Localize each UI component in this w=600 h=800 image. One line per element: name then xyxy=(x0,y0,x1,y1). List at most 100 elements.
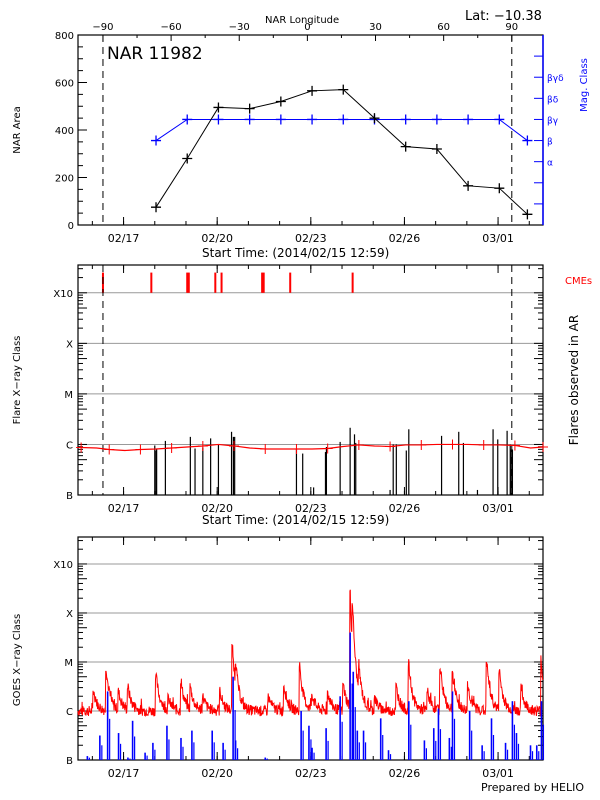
x-tick-label: 02/20 xyxy=(201,502,233,515)
top-tick-label: −30 xyxy=(229,22,250,33)
y-tick-label: B xyxy=(66,491,73,502)
cme-label: CMEs xyxy=(565,276,592,287)
x-tick-label: 02/26 xyxy=(389,232,421,245)
y-tick-label: X xyxy=(66,609,73,620)
nar-area-point xyxy=(244,103,255,114)
nar-area-panel: NAR 11982 Lat: −10.38 NAR Longitude NAR … xyxy=(12,9,590,260)
mag-class-point xyxy=(494,114,505,125)
longitude-axis-label: NAR Longitude xyxy=(265,15,339,26)
mag-class-line xyxy=(155,118,528,141)
x-tick-label: 03/01 xyxy=(482,767,514,780)
x-tick-label: 03/01 xyxy=(482,232,514,245)
y-tick-label: B xyxy=(66,756,73,767)
nar-area-point xyxy=(400,141,411,152)
lat-label: Lat: −10.38 xyxy=(465,9,542,24)
mean-flare-point xyxy=(166,442,177,453)
nar-area-point xyxy=(275,96,286,107)
mag-class-point xyxy=(213,114,224,125)
nar-area-point xyxy=(307,85,318,96)
mean-flare-point xyxy=(260,444,271,454)
nar-area-point xyxy=(151,202,162,213)
top-tick-label: 90 xyxy=(505,22,518,33)
mag-class-point xyxy=(431,114,442,125)
mag-class-point xyxy=(244,114,255,125)
y-tick-label: X10 xyxy=(53,289,73,300)
nar-area-point xyxy=(494,183,505,194)
mean-flare-point xyxy=(104,444,115,455)
nar-area-point xyxy=(213,102,224,113)
nar-area-point xyxy=(522,209,533,220)
y-tick-label: C xyxy=(66,440,73,451)
panel1-xlabel: Start Time: (2014/02/15 12:59) xyxy=(202,246,389,260)
nar-area-ylabel: NAR Area xyxy=(12,106,23,153)
x-tick-label: 02/23 xyxy=(295,502,327,515)
goes-panel: GOES X−ray Class B C M X X10 02/17 02/20 02/23 0… xyxy=(12,536,545,780)
y-tick-label: X xyxy=(66,339,73,350)
x-tick-label: 02/17 xyxy=(108,502,140,515)
flares-observed-ylabel: Flares observed in AR xyxy=(567,315,581,445)
mean-flare-point xyxy=(229,440,240,451)
mean-flare-point xyxy=(353,439,364,450)
y-tick-label: 400 xyxy=(55,126,74,137)
mean-flare-point xyxy=(135,444,146,455)
plot-frame xyxy=(77,536,544,761)
mag-class-point xyxy=(522,135,533,146)
y-tick-label: C xyxy=(66,707,73,718)
mean-flare-point xyxy=(509,440,520,451)
nar-area-point xyxy=(369,113,380,124)
mean-flare-point xyxy=(197,440,208,451)
x-tick-label: 02/20 xyxy=(201,767,233,780)
x-tick-label: 02/26 xyxy=(389,767,421,780)
mean-flare-point xyxy=(76,442,87,453)
y-tick-label: 200 xyxy=(55,174,74,185)
top-tick-label: 30 xyxy=(369,22,382,33)
y-tick-label: X10 xyxy=(53,560,73,571)
nar-area-point xyxy=(182,153,193,164)
goes-long-line xyxy=(77,589,544,718)
y-tick-label: 0 xyxy=(68,221,74,232)
prepared-by-footer: Prepared by HELIO xyxy=(481,781,584,794)
mag-class-tick-label: βδ xyxy=(547,95,559,105)
x-tick-label: 02/23 xyxy=(295,767,327,780)
x-tick-label: 02/17 xyxy=(108,232,140,245)
mag-class-ylabel: Mag. Class xyxy=(579,58,590,112)
plot-frame xyxy=(77,264,544,496)
top-tick-label: 60 xyxy=(437,22,450,33)
mag-class-point xyxy=(463,114,474,125)
nar-area-line xyxy=(155,89,528,215)
mag-class-point xyxy=(400,114,411,125)
x-tick-label: 02/26 xyxy=(389,502,421,515)
mean-flare-point xyxy=(291,444,302,454)
y-tick-label: 600 xyxy=(55,79,74,90)
mean-flare-line xyxy=(81,443,544,452)
mean-flare-point xyxy=(538,441,548,452)
x-tick-label: 02/20 xyxy=(201,232,233,245)
flare-class-ylabel: Flare X−ray Class xyxy=(12,336,23,425)
top-tick-label: −60 xyxy=(161,22,182,33)
mag-class-point xyxy=(151,135,162,146)
mean-flare-point xyxy=(322,443,333,454)
nar-title: NAR 11982 xyxy=(107,44,203,64)
mag-class-tick-label: βγ xyxy=(547,116,559,126)
x-tick-label: 03/01 xyxy=(482,502,514,515)
mean-flare-point xyxy=(385,441,396,452)
panel2-xlabel: Start Time: (2014/02/15 12:59) xyxy=(202,513,389,527)
y-tick-label: M xyxy=(64,658,73,669)
nar-area-point xyxy=(431,144,442,154)
mean-flare-point xyxy=(447,439,458,450)
nar-area-point xyxy=(463,180,474,191)
mag-class-point xyxy=(182,114,193,125)
top-tick-label: 0 xyxy=(304,22,310,33)
mag-class-point xyxy=(338,114,349,125)
flares-panel: Flare X−ray Class Flares observed in AR … xyxy=(12,264,592,527)
mag-class-tick-label: α xyxy=(547,159,553,169)
mag-class-tick-label: β xyxy=(547,138,553,148)
mean-flare-point xyxy=(478,439,489,450)
mag-class-point xyxy=(275,114,286,125)
x-tick-label: 02/23 xyxy=(295,232,327,245)
mag-class-point xyxy=(307,114,318,125)
x-tick-label: 02/17 xyxy=(108,767,140,780)
mag-class-tick-label: βγδ xyxy=(547,74,564,84)
top-tick-label: −90 xyxy=(92,22,113,33)
